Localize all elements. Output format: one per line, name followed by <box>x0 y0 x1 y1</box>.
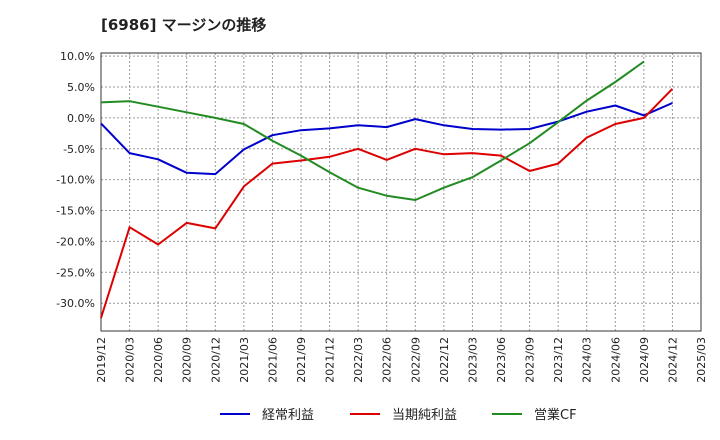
legend-label-3: 営業CF <box>534 407 577 423</box>
x-tick-label: 2025/03 <box>695 337 708 383</box>
x-tick-label: 2021/06 <box>266 337 279 383</box>
x-tick-label: 2024/06 <box>609 337 622 383</box>
x-axis-ticks: 2019/12 2020/03 2020/06 2020/09 2020/12 2021/… <box>95 337 708 383</box>
x-tick-label: 2022/09 <box>409 337 422 383</box>
legend: 経常利益 当期純利益 営業CF <box>220 407 577 423</box>
x-tick-label: 2023/12 <box>552 337 565 383</box>
x-tick-label: 2019/12 <box>95 337 108 383</box>
x-tick-label: 2023/06 <box>495 337 508 383</box>
y-tick-label: -10.0% <box>56 174 95 187</box>
y-tick-label: 0.0% <box>67 112 95 125</box>
series-line-3 <box>100 60 645 201</box>
x-tick-label: 2021/09 <box>295 337 308 383</box>
x-tick-label: 2021/12 <box>324 337 337 383</box>
y-tick-label: -25.0% <box>56 266 95 279</box>
y-tick-label: -5.0% <box>63 143 95 156</box>
series-layer <box>100 60 674 319</box>
x-tick-label: 2020/12 <box>209 337 222 383</box>
grid-layer <box>101 53 701 331</box>
chart-title: [6986] マージンの推移 <box>101 16 267 34</box>
x-tick-label: 2024/12 <box>666 337 679 383</box>
y-axis-ticks: 10.0% 5.0% 0.0% -5.0% -10.0% -15.0% -20.0% -25.… <box>56 50 95 310</box>
x-tick-label: 2022/06 <box>381 337 394 383</box>
plot-frame <box>100 52 702 332</box>
legend-label-2: 当期純利益 <box>392 408 457 423</box>
legend-label-1: 経常利益 <box>262 408 314 423</box>
x-tick-label: 2022/12 <box>438 337 451 383</box>
y-tick-label: -30.0% <box>56 297 95 310</box>
series-line-2 <box>100 88 674 319</box>
series-line-1 <box>100 102 673 176</box>
y-tick-label: 5.0% <box>67 81 95 94</box>
y-tick-label: -20.0% <box>56 235 95 248</box>
x-tick-label: 2020/06 <box>152 337 165 383</box>
x-tick-label: 2023/09 <box>524 337 537 383</box>
x-tick-label: 2024/09 <box>638 337 651 383</box>
x-tick-label: 2020/09 <box>181 337 194 383</box>
x-tick-label: 2020/03 <box>124 337 137 383</box>
x-tick-label: 2024/03 <box>581 337 594 383</box>
y-tick-label: 10.0% <box>60 50 95 63</box>
x-tick-label: 2021/03 <box>238 337 251 383</box>
y-tick-label: -15.0% <box>56 205 95 218</box>
x-tick-label: 2023/03 <box>466 337 479 383</box>
x-tick-label: 2022/03 <box>352 337 365 383</box>
